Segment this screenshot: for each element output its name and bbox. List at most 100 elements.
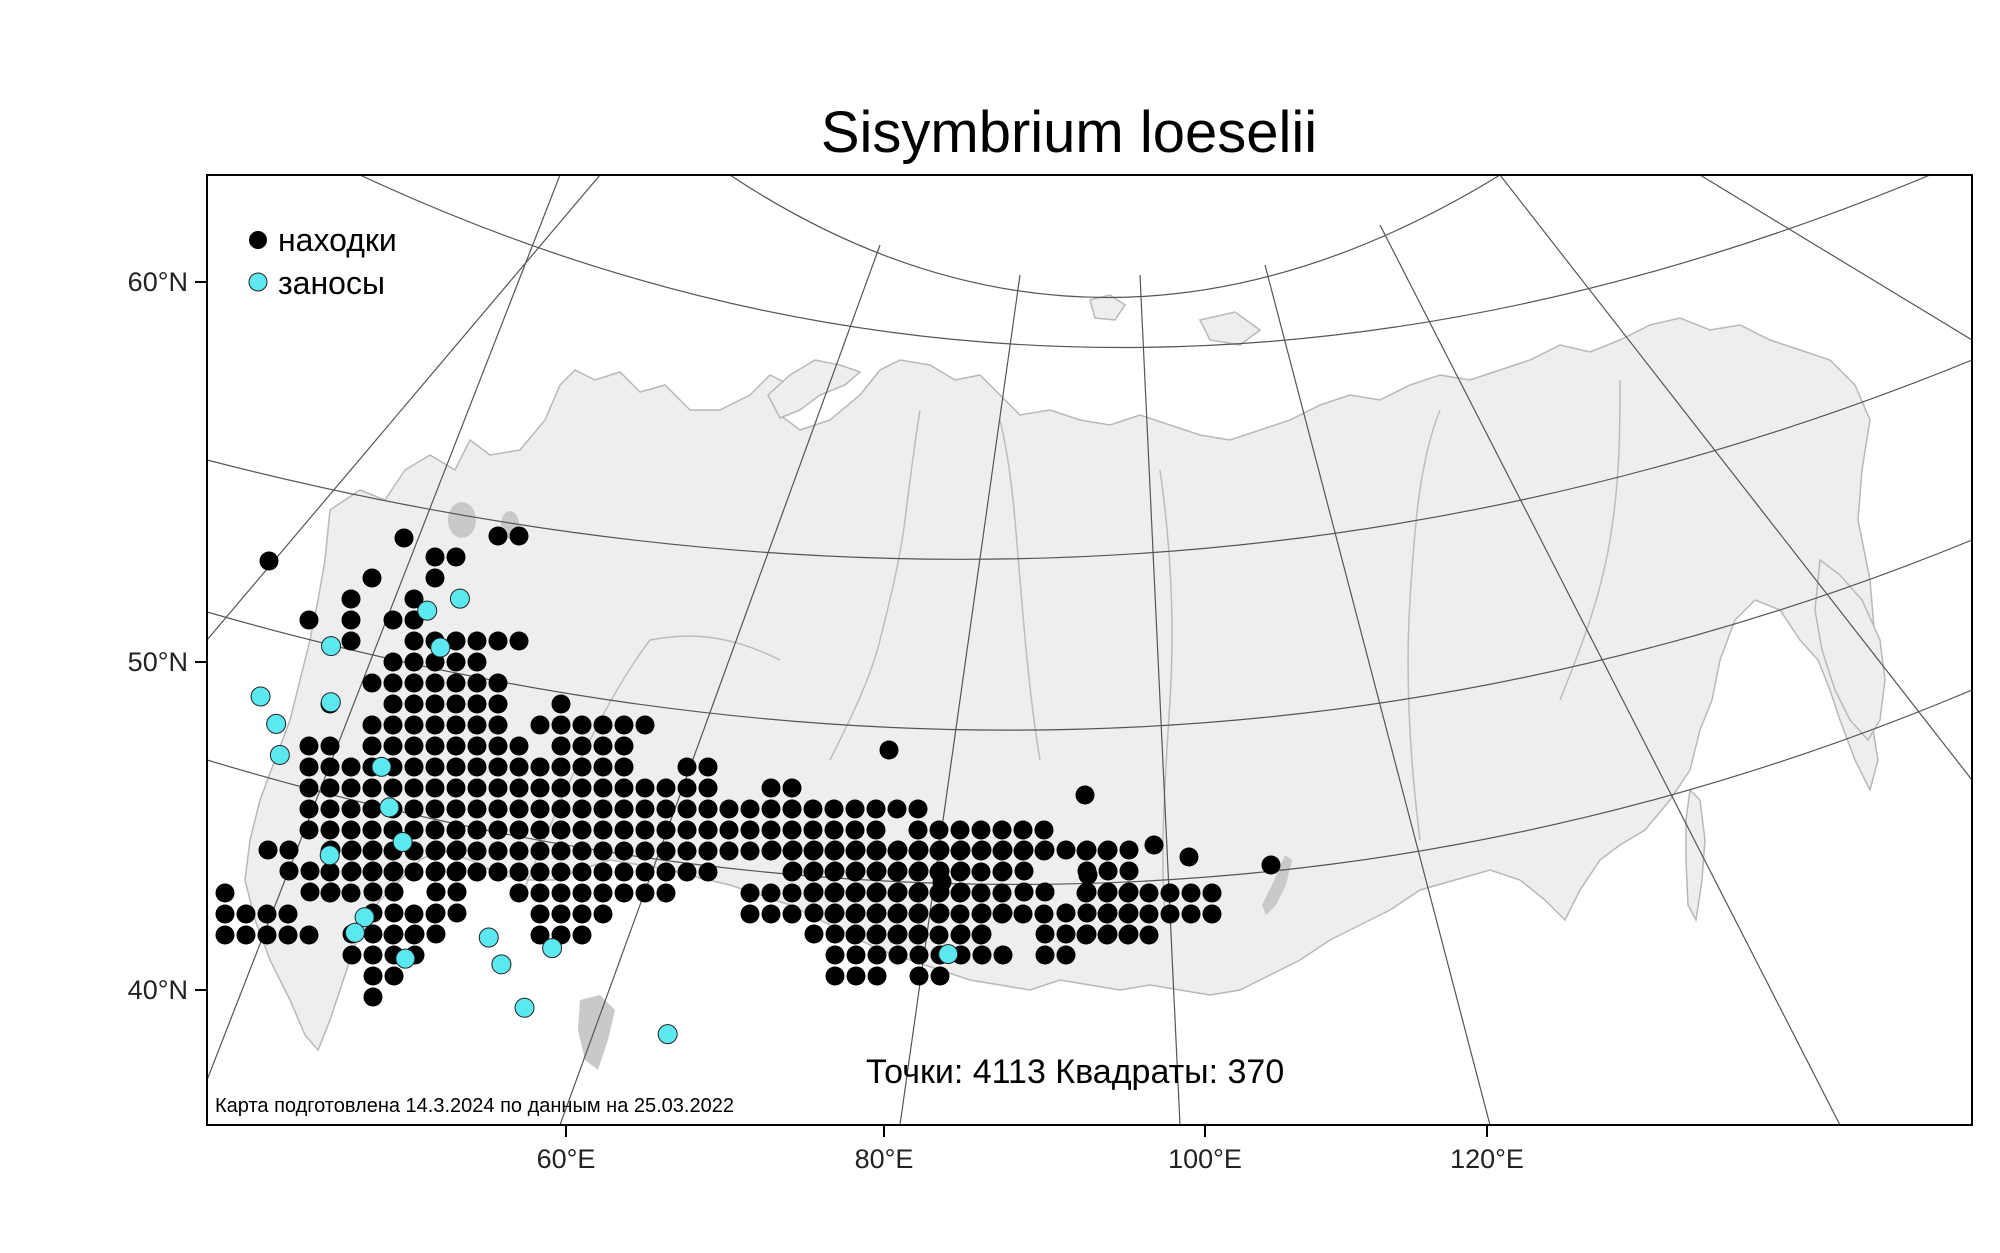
find-dot	[467, 820, 487, 840]
find-dot	[635, 715, 655, 735]
find-dot	[971, 862, 991, 882]
find-dot	[1077, 924, 1097, 944]
find-dot	[257, 904, 277, 924]
find-dot	[593, 757, 613, 777]
meridian-120e	[1264, 264, 1491, 1125]
find-dot	[320, 820, 340, 840]
find-dot	[1035, 945, 1055, 965]
find-dot	[614, 883, 634, 903]
find-dot	[299, 820, 319, 840]
find-dot	[362, 568, 382, 588]
introduction-dot	[514, 997, 535, 1018]
find-dot	[866, 799, 886, 819]
find-dot	[446, 820, 466, 840]
find-dot	[1119, 861, 1139, 881]
find-dot	[698, 841, 718, 861]
find-dot	[614, 715, 634, 735]
find-dot	[467, 631, 487, 651]
find-dot	[1139, 925, 1159, 945]
find-dot	[719, 841, 739, 861]
find-dot	[867, 945, 887, 965]
land-kamchatka	[1814, 558, 1886, 742]
introduction-dot	[379, 797, 400, 818]
find-dot	[446, 757, 466, 777]
introduction-dot	[321, 636, 342, 657]
find-dot	[321, 882, 341, 902]
find-dot	[551, 841, 571, 861]
find-dot	[950, 904, 970, 924]
find-dot	[404, 589, 424, 609]
lat-label-50: 50°N	[128, 647, 188, 677]
find-dot	[951, 924, 971, 944]
find-dot	[1119, 903, 1139, 923]
find-dot	[551, 778, 571, 798]
find-dot	[530, 715, 550, 735]
find-dot	[762, 840, 782, 860]
find-dot	[300, 861, 320, 881]
find-dot	[509, 841, 529, 861]
find-dot	[951, 840, 971, 860]
find-dot	[383, 673, 403, 693]
find-dot	[320, 736, 340, 756]
find-dot	[656, 841, 676, 861]
find-dot	[488, 694, 508, 714]
find-dot	[405, 924, 425, 944]
find-dot	[363, 987, 383, 1007]
lat-label-60: 60°N	[128, 267, 188, 297]
find-dot	[804, 903, 824, 923]
find-dot	[1013, 820, 1033, 840]
find-dot	[236, 925, 256, 945]
find-dot	[930, 903, 950, 923]
find-dot	[1014, 840, 1034, 860]
find-dot	[593, 715, 613, 735]
find-dot	[992, 820, 1012, 840]
parallel-70n	[359, 175, 1931, 348]
introduction-dot	[250, 686, 271, 707]
find-dot	[825, 903, 845, 923]
meridian-140e	[1379, 224, 1841, 1125]
lat-label-40: 40°N	[128, 975, 188, 1005]
find-dot	[1261, 855, 1281, 875]
find-dot	[825, 882, 845, 902]
find-dot	[1077, 840, 1097, 860]
find-dot	[825, 924, 845, 944]
find-dot	[467, 778, 487, 798]
find-dot	[530, 757, 550, 777]
find-dot	[572, 904, 592, 924]
find-dot	[993, 861, 1013, 881]
find-dot	[572, 820, 592, 840]
find-dot	[447, 903, 467, 923]
find-dot	[677, 778, 697, 798]
find-dot	[467, 652, 487, 672]
find-dot	[824, 799, 844, 819]
find-dot	[971, 820, 991, 840]
parallel-50n	[207, 539, 1972, 731]
find-dot	[698, 757, 718, 777]
find-dot	[825, 945, 845, 965]
find-dot	[846, 861, 866, 881]
find-dot	[362, 715, 382, 735]
find-dot	[467, 862, 487, 882]
find-dot	[1056, 945, 1076, 965]
find-dot	[425, 736, 445, 756]
find-dot	[1056, 924, 1076, 944]
find-dot	[551, 820, 571, 840]
find-dot	[593, 904, 613, 924]
find-dot	[804, 840, 824, 860]
find-dot	[551, 694, 571, 714]
find-dot	[467, 799, 487, 819]
find-dot	[488, 799, 508, 819]
find-dot	[404, 862, 424, 882]
find-dot	[888, 945, 908, 965]
find-dot	[803, 820, 823, 840]
find-dot	[426, 903, 446, 923]
find-dot	[447, 861, 467, 881]
introduction-dot	[449, 588, 470, 609]
find-dot	[509, 778, 529, 798]
find-dot	[467, 715, 487, 735]
find-dot	[740, 799, 760, 819]
find-dot	[446, 547, 466, 567]
find-dot	[888, 861, 908, 881]
find-dot	[932, 872, 952, 892]
find-dot	[677, 757, 697, 777]
